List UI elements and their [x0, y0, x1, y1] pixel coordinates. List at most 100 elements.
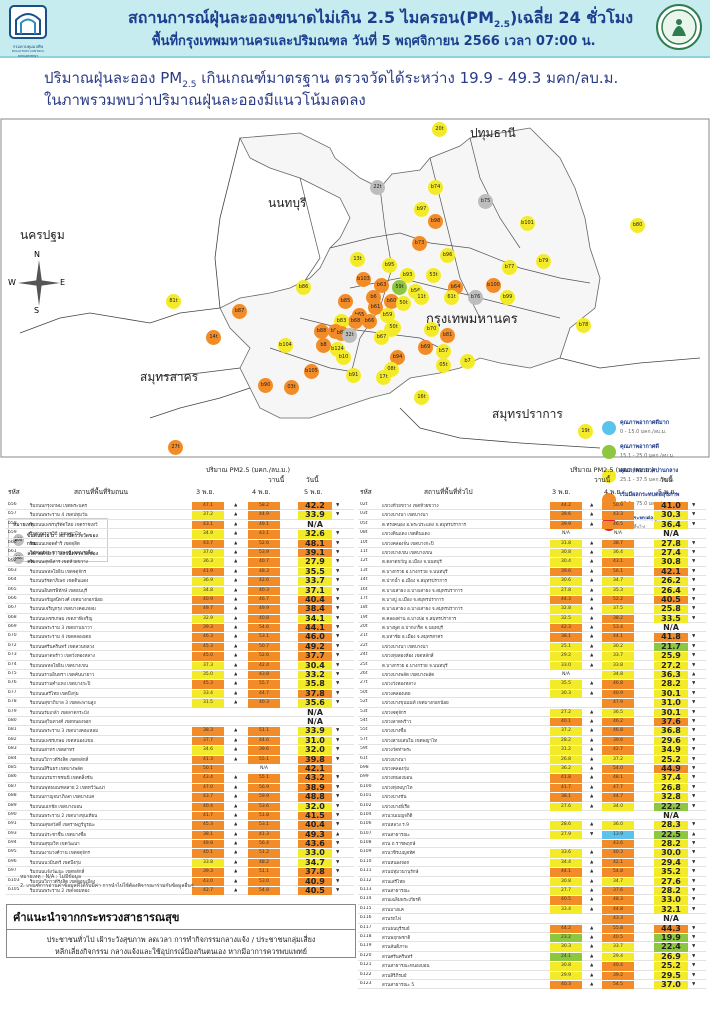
station-pin-b75[interactable]: b75	[478, 194, 493, 209]
station-pin-50t2[interactable]: 50t	[386, 320, 401, 335]
station-pin-b99[interactable]: b99	[500, 290, 515, 305]
station-pin-61t[interactable]: 61t	[444, 290, 459, 305]
station-pin-20t[interactable]: 20t	[432, 122, 447, 137]
station-pin-11t[interactable]: 11t	[414, 290, 429, 305]
table-row: 11t แขวงบางเขน เขตบางเขน 30.8 36.4 27.4 ▲ ▼	[358, 548, 706, 558]
station-pin-b69[interactable]: b69	[418, 340, 433, 355]
station-pin-17t[interactable]: 17t	[376, 370, 391, 385]
trend-up-icon: ▲	[590, 981, 594, 987]
trend-up-icon: ▲	[590, 653, 594, 659]
station-name: ริมถนนสุทธิสาร เขตห้วยขวาง	[30, 560, 88, 566]
station-pin-b81[interactable]: b81	[440, 328, 455, 343]
station-pin-b91[interactable]: b91	[346, 368, 361, 383]
station-pin-32t[interactable]: 32t	[342, 328, 357, 343]
table-row: b112 สวนเสรีไทย 30.8 34.7 27.6 ▲ ▼	[358, 877, 706, 887]
value-day3: 37.2	[550, 727, 582, 736]
trend-up-icon: ▲	[234, 662, 238, 668]
station-pin-b103[interactable]: b103	[356, 272, 371, 287]
legend-item-2: คุณภาพอากาศปานกลาง 25.1 - 37.5 มคก./ลบ.ม.	[598, 466, 710, 490]
bma-logo	[656, 4, 702, 50]
station-pin-16t[interactable]: 16t	[414, 390, 429, 405]
trend-down-icon: ▼	[336, 690, 340, 696]
table-row: 24t แขวงทุ่งสองห้อง เขตหลักสี่ 29.2 33.7 25.…	[358, 651, 706, 661]
station-pin-b105[interactable]: b105	[304, 364, 319, 379]
value-day3: 32.8	[550, 605, 582, 614]
station-code: 20t	[360, 624, 368, 630]
trend-down-icon: ▼	[692, 653, 696, 659]
value-day5: 26.2	[654, 577, 688, 586]
station-pin-b68[interactable]: b68	[348, 314, 363, 329]
station-pin-b78[interactable]: b78	[576, 318, 591, 333]
table-row: b105 ริมถนนพระราม 2 เขตจอมทอง 42.7 54.8 40.5…	[6, 886, 354, 896]
table-row: b88 ริมถนนกาญจนาภิเษก เขตบางแค 43.7 59.9 48.…	[6, 792, 354, 802]
value-day4: 58.2	[248, 502, 280, 511]
station-pin-b93[interactable]: b93	[400, 268, 415, 283]
station-pin-03t[interactable]: 03t	[284, 380, 299, 395]
station-pin-b72[interactable]: b7	[460, 354, 475, 369]
station-pin-b57[interactable]: b57	[436, 344, 451, 359]
station-pin-b86[interactable]: b86	[296, 280, 311, 295]
station-name: แขวงดินแดง เขตดินแดง	[382, 532, 430, 538]
station-pin-b61[interactable]: b61	[368, 300, 383, 315]
station-pin-b87[interactable]: b87	[232, 304, 247, 319]
value-day3: 37.2	[192, 511, 224, 520]
value-day5: 32.0	[298, 802, 332, 811]
trend-up-icon: ▲	[234, 587, 238, 593]
station-name: สวนรถไฟ	[382, 917, 401, 923]
table-left-day5-caption: วันนี้	[306, 476, 319, 484]
value-day5: 38.4	[298, 605, 332, 614]
station-pin-b79[interactable]: b79	[536, 254, 551, 269]
station-pin-b102[interactable]: b10	[336, 350, 351, 365]
station-pin-b100[interactable]: b100	[486, 278, 501, 293]
station-pin-b96[interactable]: b96	[440, 248, 455, 263]
station-pin-13t[interactable]: 13t	[350, 252, 365, 267]
station-pin-81t[interactable]: 81t	[166, 294, 181, 309]
trend-up-icon: ▲	[234, 503, 238, 508]
station-pin-b90b[interactable]: b90	[258, 378, 273, 393]
station-pin-b77[interactable]: b77	[502, 260, 517, 275]
station-name: ริมถนนสิรินธร เขตบางพลัด	[30, 766, 83, 772]
station-pin-b59[interactable]: b59	[380, 308, 395, 323]
station-code: 26t	[360, 671, 368, 677]
station-pin-53t[interactable]: 53t	[426, 268, 441, 283]
station-pin-b66[interactable]: b66	[362, 314, 377, 329]
station-pin-59t[interactable]: 59t	[392, 280, 407, 295]
station-pin-b70[interactable]: b70	[424, 322, 439, 337]
station-pin-b73[interactable]: b73	[412, 236, 427, 251]
station-pin-b82[interactable]: b8	[316, 338, 331, 353]
station-pin-27t[interactable]: 27t	[168, 440, 183, 455]
station-pin-b104[interactable]: b104	[278, 338, 293, 353]
station-pin-b80[interactable]: b80	[630, 218, 645, 233]
table-row: 03t แขวงบางนา เขตบางนา 39.6 43.3 30.3 ▲ ▼	[358, 510, 706, 520]
station-pin-b85[interactable]: b85	[338, 294, 353, 309]
value-day5: N/A	[663, 624, 679, 633]
pcd-logo: กรมควบคุมมลพิษ POLLUTION CONTROL DEPARTM…	[6, 4, 50, 58]
station-pin-b94[interactable]: b94	[390, 350, 405, 365]
value-day3: 40.4	[192, 802, 224, 811]
table-row: 08t แขวงดินแดง เขตดินแดง N/A N/A N/A	[358, 529, 706, 539]
table-row: b113 สวนสาธารณะ 27.7 37.6 28.2 ▲ ▼	[358, 886, 706, 896]
station-pin-b67[interactable]: b67	[374, 330, 389, 345]
station-pin-19t[interactable]: 19t	[578, 424, 593, 439]
value-day5: 32.6	[298, 530, 332, 539]
station-pin-b76[interactable]: b76	[468, 290, 483, 305]
station-pin-b74[interactable]: b74	[428, 180, 443, 195]
station-pin-05t[interactable]: 05t	[436, 358, 451, 373]
station-pin-22t[interactable]: 22t	[370, 180, 385, 195]
station-pin-b60[interactable]: b60	[384, 294, 399, 309]
station-pin-b97[interactable]: b97	[414, 202, 429, 217]
station-code: b69	[8, 624, 17, 630]
station-code: b106	[360, 821, 372, 827]
station-pin-b63[interactable]: b63	[374, 278, 389, 293]
station-pin-14t[interactable]: 14t	[206, 330, 221, 345]
station-code: b59	[8, 530, 17, 536]
station-pin-50t[interactable]: 50t	[396, 296, 411, 311]
station-pin-b98[interactable]: b98	[428, 214, 443, 229]
trend-down-icon: ▼	[692, 587, 696, 593]
station-pin-b88[interactable]: b88	[314, 324, 329, 339]
station-pin-b101[interactable]: b101	[520, 216, 535, 231]
station-pin-b95[interactable]: b95	[382, 258, 397, 273]
trend-up-icon: ▲	[590, 747, 594, 753]
value-day4: 44.8	[602, 905, 634, 915]
value-day3: 41.9	[192, 567, 224, 577]
